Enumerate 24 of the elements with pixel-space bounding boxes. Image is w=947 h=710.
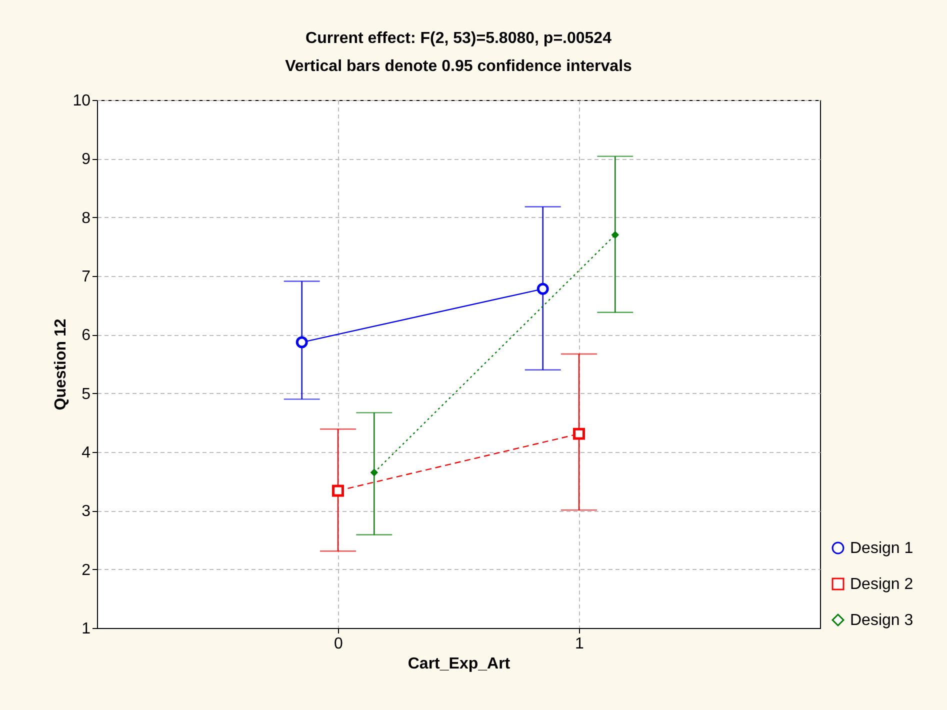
legend-label: Design 3 xyxy=(850,612,914,629)
y-tick-label: 2 xyxy=(82,562,91,579)
legend-label: Design 2 xyxy=(850,576,914,593)
x-axis-title: Cart_Exp_Art xyxy=(408,656,511,672)
y-axis-title: Question 12 xyxy=(52,318,70,410)
point xyxy=(370,468,378,476)
y-tick-label: 4 xyxy=(82,444,91,462)
point xyxy=(611,231,620,239)
point xyxy=(573,428,585,440)
y-tick-label: 7 xyxy=(82,268,91,286)
y-tick-label: 3 xyxy=(82,503,91,520)
y-tick-label: 10 xyxy=(72,92,91,110)
point xyxy=(536,282,549,295)
x-tick-label: 0 xyxy=(334,636,344,652)
legend-label: Design 1 xyxy=(850,540,914,557)
y-tick-label: 8 xyxy=(82,210,91,227)
point xyxy=(296,336,308,348)
point xyxy=(332,484,344,497)
y-tick-label: 5 xyxy=(82,386,91,403)
y-tick-label: 9 xyxy=(82,151,91,168)
chart-title: Current effect: F(2, 53)=5.8080, p=.00524 xyxy=(306,30,612,47)
chart-subtitle: Vertical bars denote 0.95 confidence intervals xyxy=(285,58,632,75)
y-tick-label: 6 xyxy=(82,327,91,344)
y-tick-label: 1 xyxy=(82,620,91,638)
